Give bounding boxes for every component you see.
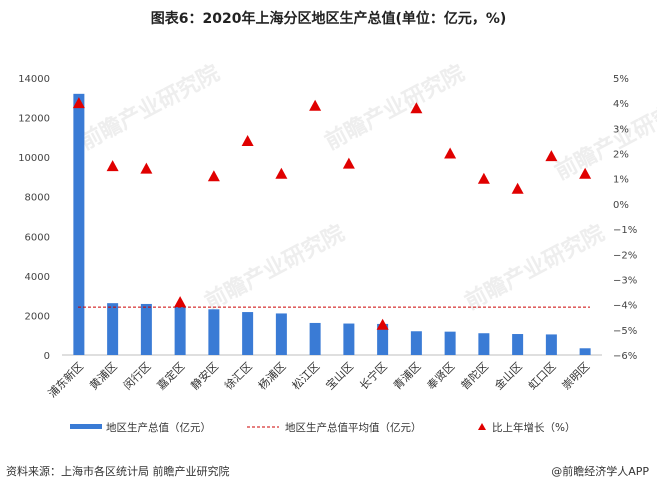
legend: 地区生产总值（亿元） 地区生产总值平均值（亿元） 比上年增长（%） [70, 421, 575, 434]
right-tick-label: −4% [613, 301, 637, 312]
brand-credit: @前瞻经济学人APP [551, 465, 649, 478]
bar-青浦区 [410, 331, 422, 355]
growth-marker-宝山区 [342, 157, 355, 169]
right-tick-label: −1% [613, 225, 637, 236]
right-tick-label: −6% [613, 351, 637, 362]
left-tick-label: 14000 [18, 74, 50, 85]
bar-杨浦区 [275, 313, 287, 355]
right-tick-label: 4% [613, 99, 629, 110]
bar-浦东新区 [73, 93, 85, 355]
category-label: 黄浦区 [87, 359, 120, 392]
legend-label-growth: 比上年增长（%） [492, 421, 575, 434]
right-tick-label: 2% [613, 150, 629, 161]
growth-marker-浦东新区 [72, 97, 85, 109]
growth-marker-奉贤区 [444, 147, 457, 159]
category-labels: 浦东新区 黄浦区 闵行区 嘉定区 静安区 徐汇区 杨浦区 松江区 宝山区 长宁区 青浦区 奉贤区 普陀区… [45, 359, 592, 400]
watermark-text: 前瞻产业研究院 [551, 90, 657, 185]
category-label: 静安区 [188, 359, 221, 392]
left-tick-label: 6000 [25, 232, 50, 243]
growth-marker-嘉定区 [174, 296, 187, 308]
category-label: 崇明区 [560, 360, 593, 393]
left-axis-ticks: 0 2000 4000 6000 8000 10000 12000 14000 [18, 74, 50, 362]
growth-marker-普陀区 [477, 172, 490, 184]
category-label: 嘉定区 [154, 359, 187, 392]
legend-swatch-bar [70, 424, 102, 429]
right-tick-label: 3% [613, 124, 629, 135]
legend-label-bar: 地区生产总值（亿元） [106, 421, 211, 434]
growth-marker-崇明区 [579, 167, 592, 179]
bar-金山区 [512, 334, 524, 355]
bar-黄浦区 [107, 303, 119, 355]
bar-崇明区 [579, 348, 591, 355]
right-tick-label: 5% [613, 74, 629, 85]
category-label: 宝山区 [323, 359, 356, 392]
bar-嘉定区 [174, 306, 186, 355]
right-tick-label: −2% [613, 250, 637, 261]
bar-松江区 [309, 322, 321, 355]
growth-marker-黄浦区 [106, 160, 119, 172]
bar-虹口区 [545, 334, 557, 355]
bar-徐汇区 [242, 312, 254, 355]
bar-长宁区 [377, 323, 389, 355]
growth-marker-金山区 [511, 182, 524, 194]
left-tick-label: 2000 [25, 311, 50, 322]
bar-series [73, 93, 591, 355]
growth-marker-杨浦区 [275, 167, 288, 179]
left-tick-label: 0 [44, 351, 50, 362]
category-label: 闵行区 [120, 359, 153, 392]
category-label: 虹口区 [526, 360, 559, 393]
category-label: 松江区 [289, 359, 322, 392]
bar-普陀区 [478, 333, 490, 355]
bar-宝山区 [343, 323, 355, 355]
right-tick-label: 0% [613, 200, 629, 211]
growth-marker-虹口区 [545, 150, 558, 162]
bar-静安区 [208, 309, 220, 355]
growth-marker-静安区 [207, 170, 220, 182]
right-tick-label: 1% [613, 175, 629, 186]
watermark-text: 前瞻产业研究院 [461, 220, 609, 315]
bar-奉贤区 [444, 331, 456, 355]
category-label: 青浦区 [391, 360, 424, 393]
category-label: 杨浦区 [255, 359, 288, 392]
growth-marker-徐汇区 [241, 134, 254, 146]
category-label: 长宁区 [357, 359, 390, 392]
growth-marker-松江区 [309, 99, 322, 111]
left-tick-label: 10000 [18, 153, 50, 164]
right-axis-ticks: 5% 4% 3% 2% 1% 0% −1% −2% −3% −4% −5% −6% [613, 74, 637, 362]
growth-series [72, 97, 592, 330]
watermark-text: 前瞻产业研究院 [201, 220, 349, 315]
watermark-text: 前瞻产业研究院 [76, 60, 224, 155]
legend-label-average: 地区生产总值平均值（亿元） [285, 421, 422, 434]
category-label: 奉贤区 [424, 359, 457, 392]
right-tick-label: −5% [613, 326, 637, 337]
left-tick-label: 4000 [25, 272, 50, 283]
chart-title: 图表6：2020年上海分区地区生产总值(单位：亿元，%) [150, 11, 507, 27]
category-label: 徐汇区 [222, 359, 255, 392]
category-label: 金山区 [492, 359, 525, 392]
right-tick-label: −3% [613, 275, 637, 286]
left-tick-label: 8000 [25, 193, 50, 204]
growth-marker-青浦区 [410, 102, 423, 114]
growth-marker-闵行区 [140, 162, 153, 174]
category-label: 浦东新区 [45, 359, 86, 400]
category-label: 普陀区 [458, 359, 491, 392]
legend-swatch-growth [478, 423, 486, 430]
watermark-text: 前瞻产业研究院 [321, 60, 469, 155]
source-note: 资料来源：上海市各区统计局 前瞻产业研究院 [6, 465, 230, 478]
bar-闵行区 [140, 303, 152, 355]
growth-marker-长宁区 [376, 318, 389, 330]
left-tick-label: 12000 [18, 114, 50, 125]
